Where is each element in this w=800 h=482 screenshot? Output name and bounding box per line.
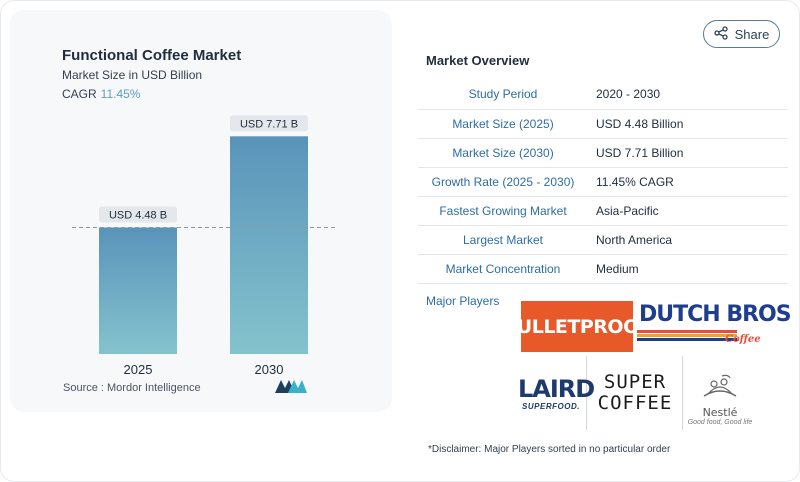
overview-row: Market Size (2025) USD 4.48 Billion <box>418 109 788 139</box>
market-overview-table: Study Period 2020 - 2030 Market Size (2025… <box>418 80 788 284</box>
super-coffee-logo: SUPER COFFEE <box>590 372 680 420</box>
overview-row-value: USD 4.48 Billion <box>588 109 788 139</box>
chart-card <box>10 10 392 412</box>
overview-row-value: 2020 - 2030 <box>588 80 788 110</box>
overview-row-value: North America <box>588 225 788 255</box>
overview-row-key: Market Concentration <box>418 254 588 284</box>
super-coffee-line1: SUPER <box>603 371 667 393</box>
dutch-bros-stripe-orange <box>637 334 737 337</box>
nestle-tagline: Good food, Good life <box>687 419 753 426</box>
bar-2025 <box>99 227 177 354</box>
overview-row: Growth Rate (2025 - 2030) 11.45% CAGR <box>418 167 788 197</box>
overview-row-key: Market Size (2030) <box>418 138 588 168</box>
chart-title: Functional Coffee Market <box>62 47 242 64</box>
dutch-bros-stripe-blue <box>637 338 737 341</box>
source-text: Source : Mordor Intelligence <box>63 382 201 394</box>
overview-row-key: Largest Market <box>418 225 588 255</box>
x-tick-label: 2025 <box>124 362 153 377</box>
share-button[interactable]: Share <box>703 20 780 48</box>
super-coffee-line2: COFFEE <box>597 392 673 414</box>
overview-row-key: Study Period <box>418 80 588 110</box>
logo-divider <box>586 356 587 430</box>
nestle-logo: Nestlé Good food, Good life <box>684 372 756 426</box>
overview-row-key: Fastest Growing Market <box>418 196 588 226</box>
data-label: USD 4.48 B <box>109 210 167 222</box>
laird-superfood-logo: LAIRD SUPERFOOD. <box>518 375 595 426</box>
laird-logo-text: LAIRD <box>518 375 595 403</box>
overview-row-value: Asia-Pacific <box>588 196 788 226</box>
overview-row-value: 11.45% CAGR <box>588 167 788 197</box>
cagr-line: CAGR 11.45% <box>62 87 140 101</box>
overview-row-value: USD 7.71 Billion <box>588 138 788 168</box>
overview-row-value: Medium <box>588 254 788 284</box>
nestle-logo-text: Nestlé <box>702 406 738 419</box>
mordor-intelligence-logo <box>274 378 308 399</box>
bulletproof-logo-text: BULLETPROOF <box>502 315 652 338</box>
overview-row-key: Growth Rate (2025 - 2030) <box>418 167 588 197</box>
share-label: Share <box>734 26 770 42</box>
bulletproof-logo: BULLETPROOF <box>503 301 652 352</box>
market-overview-title: Market Overview <box>426 53 530 68</box>
overview-row: Study Period 2020 - 2030 <box>418 80 788 110</box>
laird-logo-subtext: SUPERFOOD. <box>522 402 580 411</box>
data-label-bg <box>230 115 308 132</box>
disclaimer-text: *Disclaimer: Major Players sorted in no … <box>428 444 671 455</box>
dutch-bros-stripe-red <box>637 330 737 333</box>
dutch-bros-coffee-text: Coffee <box>725 334 761 345</box>
overview-row: Largest Market North America <box>418 225 788 255</box>
cagr-label: CAGR <box>62 87 97 101</box>
data-label-bg <box>99 206 177 223</box>
share-icon <box>713 25 728 43</box>
data-label: USD 7.71 B <box>240 118 298 130</box>
x-tick-label: 2030 <box>255 362 284 377</box>
overview-row: Fastest Growing Market Asia-Pacific <box>418 196 788 226</box>
logo-divider <box>682 356 683 430</box>
overview-row: Market Concentration Medium <box>418 254 788 284</box>
cagr-value: 11.45% <box>100 87 141 101</box>
dutch-bros-logo-text: DUTCH BROS <box>639 302 792 327</box>
major-players-title: Major Players <box>426 294 500 308</box>
bar-2030 <box>230 136 308 354</box>
overview-row: Market Size (2030) USD 7.71 Billion <box>418 138 788 168</box>
dutch-bros-logo: DUTCH BROS Coffee <box>637 301 792 352</box>
chart-subtitle: Market Size in USD Billion <box>62 68 203 82</box>
overview-row-key: Market Size (2025) <box>418 109 588 139</box>
nestle-nest-icon <box>703 374 737 397</box>
bar-chart: USD 4.48 B 2025 USD 7.71 B 2030 <box>72 115 336 377</box>
